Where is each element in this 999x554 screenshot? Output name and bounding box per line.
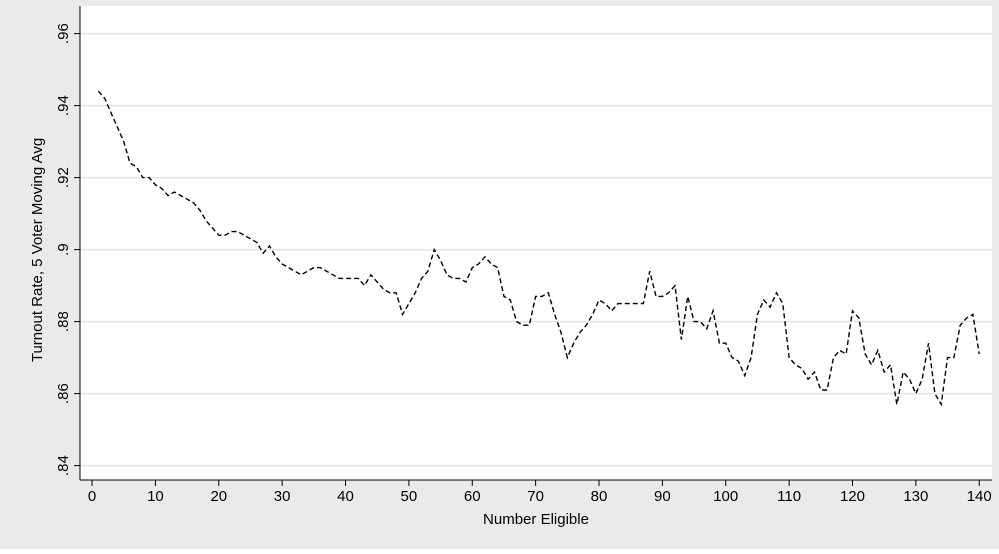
x-tick-label: 50	[401, 488, 418, 505]
y-tick-label: .88	[55, 311, 72, 332]
x-tick-label: 120	[840, 488, 865, 505]
x-tick-label: 100	[713, 488, 738, 505]
y-tick-label: .96	[55, 23, 72, 44]
y-tick-label: .94	[55, 95, 72, 116]
x-tick-label: 10	[147, 488, 164, 505]
y-tick-label: .84	[55, 455, 72, 476]
x-tick-label: 60	[464, 488, 481, 505]
y-tick-label: .92	[55, 167, 72, 188]
x-tick-label: 130	[903, 488, 928, 505]
x-tick-label: 90	[654, 488, 671, 505]
x-axis-title: Number Eligible	[483, 511, 589, 528]
x-tick-label: 20	[210, 488, 227, 505]
x-tick-label: 110	[777, 488, 801, 505]
y-tick-label: .9	[55, 243, 72, 256]
x-tick-label: 30	[274, 488, 291, 505]
plot-area	[80, 6, 992, 480]
line	[97, 90, 980, 407]
x-tick-label: 0	[88, 488, 96, 505]
y-axis-title: Turnout Rate, 5 Voter Moving Avg	[29, 138, 46, 362]
x-tick-label: 70	[527, 488, 544, 505]
x-tick-label: 80	[591, 488, 608, 505]
x-tick-label: 40	[337, 488, 354, 505]
y-tick-label: .86	[55, 383, 72, 404]
x-tick-label: 140	[967, 488, 992, 505]
